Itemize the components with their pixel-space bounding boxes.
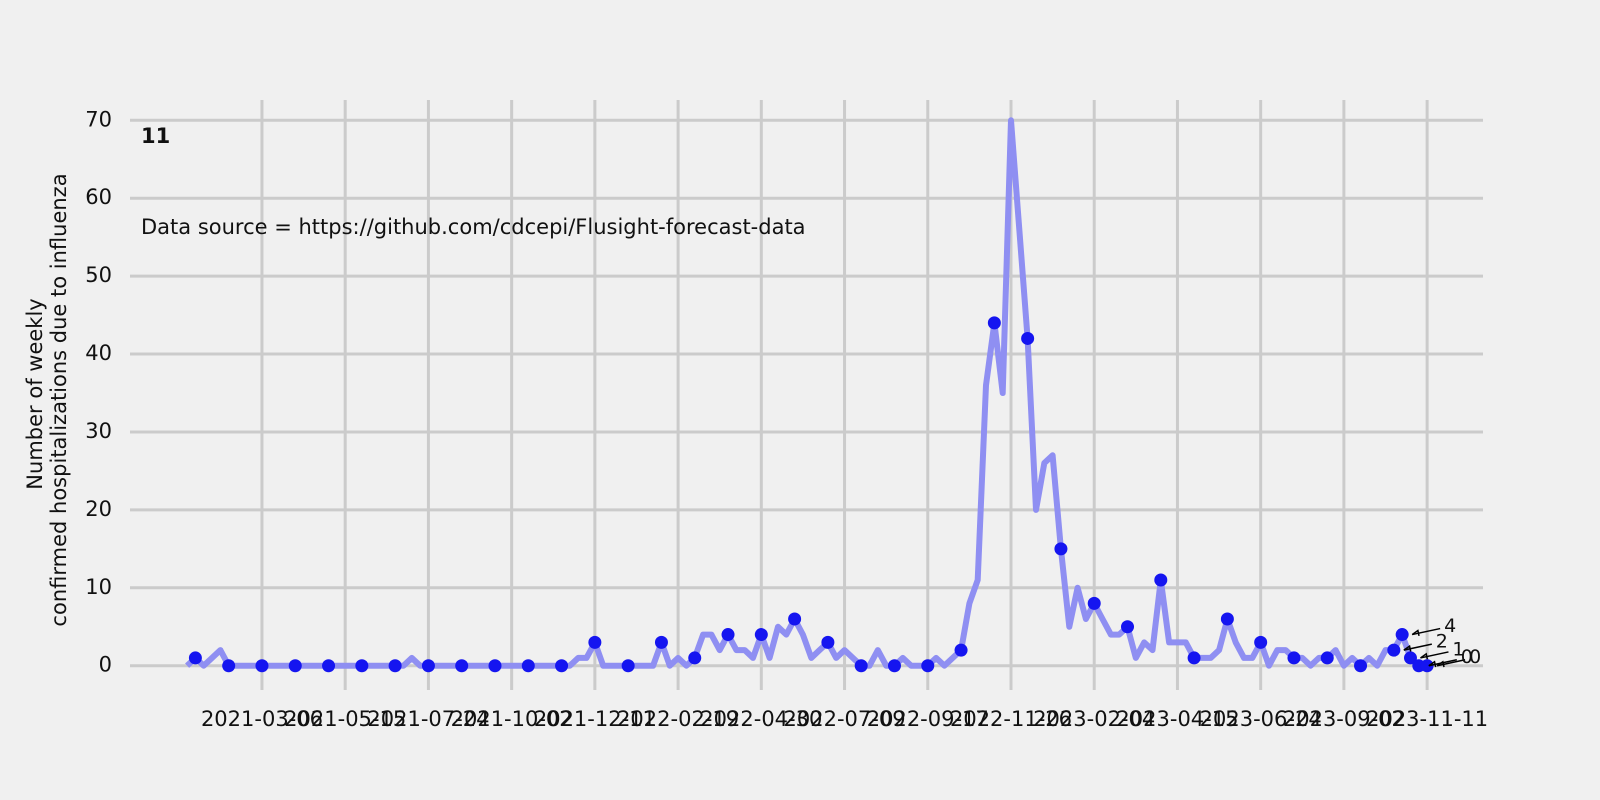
data-point [1354, 659, 1368, 673]
data-point [222, 659, 236, 673]
y-tick-label: 0 [99, 653, 112, 677]
y-tick-label: 60 [85, 185, 112, 209]
arrow-head [1403, 644, 1412, 652]
annotation-arrow [1411, 627, 1441, 636]
data-point [754, 628, 768, 642]
annotation: Data source = https://github.com/cdcepi/… [141, 215, 806, 239]
data-point [788, 612, 802, 626]
x-tick-label: 2021-05-15 [284, 707, 406, 731]
annotation-arrow [1403, 643, 1432, 651]
x-tick-label: 2023-09-02 [1283, 707, 1405, 731]
x-tick-label: 2023-04-15 [1116, 707, 1238, 731]
point-annotation: 0 [1469, 646, 1481, 668]
data-point [721, 628, 735, 642]
x-tick-label: 2021-10-02 [451, 707, 573, 731]
data-point [1087, 596, 1101, 610]
y-tick-label: 30 [85, 419, 112, 443]
data-point [421, 659, 435, 673]
point-annotation: 0 [1461, 646, 1473, 668]
x-tick-label: 2021-12-11 [534, 707, 656, 731]
x-tick-label: 2022-02-19 [617, 707, 739, 731]
data-point [688, 651, 702, 665]
point-annotation: 1 [1452, 638, 1464, 660]
data-point [188, 651, 202, 665]
data-point [1054, 542, 1068, 556]
data-point [821, 635, 835, 649]
data-point [1220, 612, 1234, 626]
data-point [1187, 651, 1201, 665]
data-point [255, 659, 269, 673]
y-axis-label: confirmed hospitalizations due to influe… [47, 173, 71, 626]
x-tick-label: 2023-11-11 [1366, 707, 1488, 731]
data-point [1387, 643, 1401, 657]
panel-label: 11 [141, 124, 170, 148]
point-annotation: 2 [1436, 631, 1448, 653]
data-point [1287, 651, 1301, 665]
data-point [521, 659, 535, 673]
data-point [288, 659, 302, 673]
y-tick-label: 10 [85, 575, 112, 599]
x-tick-label: 2023-06-24 [1200, 707, 1322, 731]
y-axis-label: Number of weekly [23, 298, 47, 489]
data-point [621, 659, 635, 673]
data-point [488, 659, 502, 673]
data-point [1403, 651, 1417, 665]
x-tick-label: 2022-07-09 [784, 707, 906, 731]
x-tick-label: 2021-07-24 [367, 707, 489, 731]
x-tick-label: 2022-11-26 [950, 707, 1072, 731]
y-tick-label: 20 [85, 497, 112, 521]
data-point [921, 659, 935, 673]
data-point [1121, 620, 1135, 634]
data-point [1395, 628, 1409, 642]
x-tick-label: 2023-02-04 [1033, 707, 1155, 731]
data-point [1154, 573, 1168, 587]
data-point [322, 659, 336, 673]
annotation-arrow [1420, 651, 1449, 659]
annotation-arrow [1436, 658, 1466, 667]
plot [185, 117, 1466, 673]
data-point [854, 659, 868, 673]
data-point [1254, 635, 1268, 649]
data-point [1420, 659, 1434, 673]
arrow-head [1411, 629, 1420, 637]
data-point [1021, 331, 1035, 345]
y-tick-label: 40 [85, 341, 112, 365]
data-point [455, 659, 469, 673]
data-point [388, 659, 402, 673]
x-tick-label: 2022-09-17 [867, 707, 989, 731]
data-point [555, 659, 569, 673]
x-tick-label: 2022-04-30 [700, 707, 822, 731]
arrow-head [1420, 652, 1429, 660]
y-tick-label: 70 [85, 107, 112, 131]
data-point [654, 635, 668, 649]
x-tick-label: 2021-03-06 [201, 707, 323, 731]
data-point [887, 659, 901, 673]
grid [130, 100, 1483, 690]
arrow-head [1436, 660, 1445, 668]
data-point [987, 316, 1001, 330]
data-point [355, 659, 369, 673]
data-point [588, 635, 602, 649]
y-tick-label: 50 [85, 263, 112, 287]
arrow-head [1428, 660, 1437, 668]
point-annotation: 4 [1444, 615, 1456, 637]
data-point [954, 643, 968, 657]
data-point [1320, 651, 1334, 665]
